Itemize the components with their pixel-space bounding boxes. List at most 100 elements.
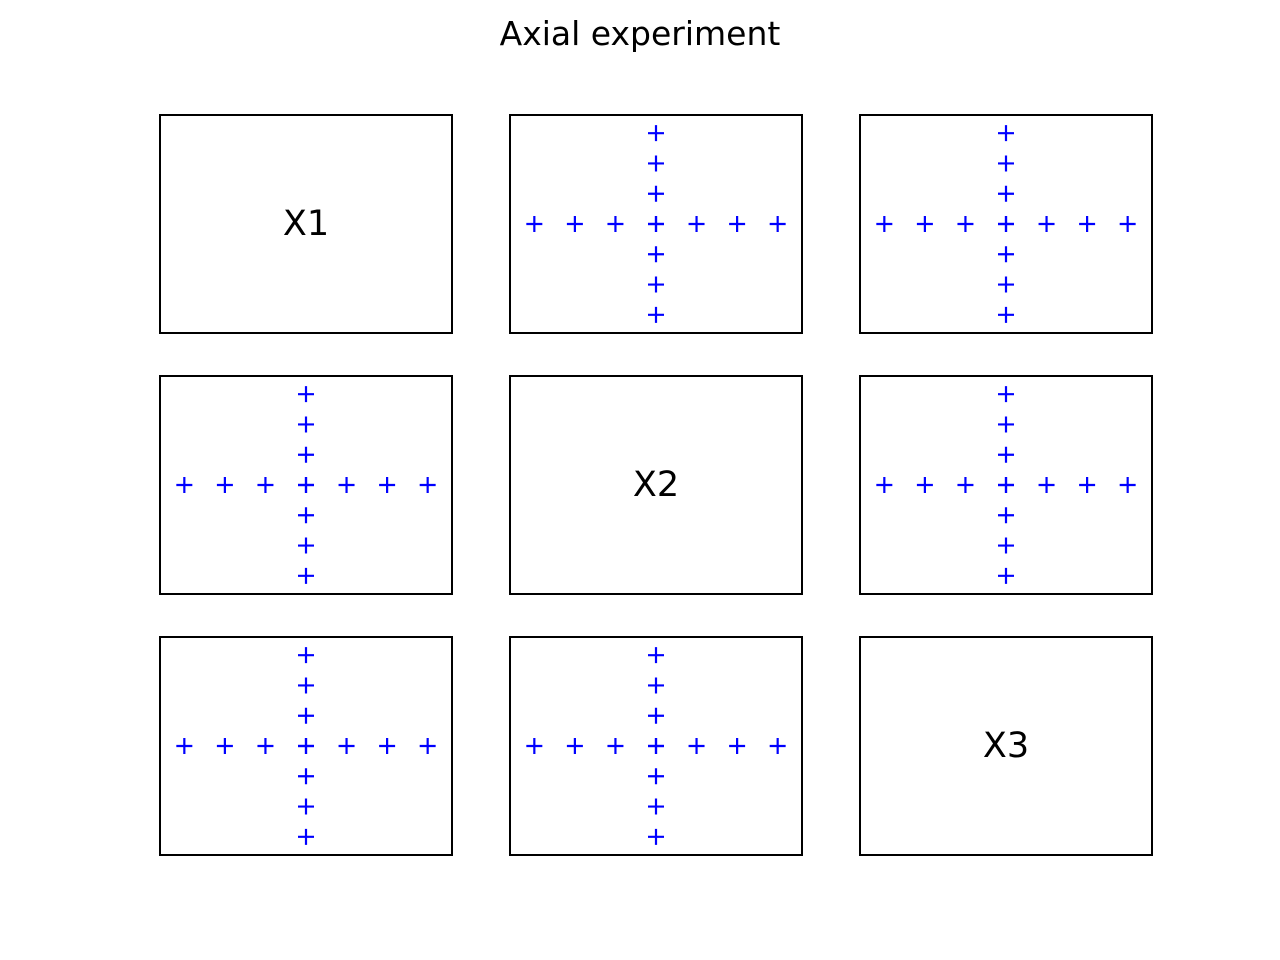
design-point-marker — [688, 738, 705, 754]
design-point-marker — [298, 798, 314, 815]
design-point-marker — [648, 768, 664, 785]
panel-frame — [859, 375, 1153, 595]
figure-title: Axial experiment — [500, 14, 781, 53]
design-point-marker — [176, 477, 193, 493]
design-point-marker — [419, 738, 436, 754]
panel-r2-c3 — [859, 375, 1153, 595]
design-point-marker — [526, 216, 543, 232]
design-point-marker — [648, 677, 664, 694]
design-point-marker — [998, 386, 1014, 403]
design-point-marker — [298, 647, 314, 664]
design-point-marker — [998, 446, 1014, 463]
design-point-marker — [1038, 477, 1055, 493]
design-point-marker — [957, 477, 974, 493]
design-point-marker — [298, 477, 314, 493]
design-point-marker — [769, 738, 786, 754]
panel-frame — [509, 636, 803, 856]
panel-r2-c2: X2 — [509, 375, 803, 595]
design-point-marker — [998, 125, 1014, 142]
panel-r1-c2 — [509, 114, 803, 334]
panel-frame — [859, 114, 1153, 334]
design-point-marker — [998, 246, 1014, 263]
design-point-marker — [1119, 477, 1136, 493]
design-point-marker — [298, 738, 314, 754]
design-point-marker — [1119, 216, 1136, 232]
design-point-marker — [916, 216, 933, 232]
design-point-marker — [176, 738, 193, 754]
design-point-marker — [998, 537, 1014, 554]
design-point-marker — [998, 507, 1014, 524]
panel-r3-c3: X3 — [859, 636, 1153, 856]
panel-r1-c3 — [859, 114, 1153, 334]
design-point-marker — [298, 446, 314, 463]
design-point-marker — [688, 216, 705, 232]
design-point-marker — [298, 416, 314, 433]
design-point-marker — [257, 738, 274, 754]
design-point-marker — [998, 216, 1014, 232]
panel-r2-c1 — [159, 375, 453, 595]
panel-grid: X1 X2 X3 — [159, 114, 1153, 856]
design-point-marker — [338, 477, 355, 493]
design-point-marker — [379, 738, 396, 754]
panel-frame — [159, 636, 453, 856]
panel-background — [510, 376, 802, 594]
design-point-marker — [298, 707, 314, 724]
variable-label-x1: X1 — [283, 204, 329, 244]
panel-frame — [509, 375, 803, 595]
design-point-marker — [957, 216, 974, 232]
panel-background — [160, 115, 452, 333]
design-point-marker — [257, 477, 274, 493]
design-point-marker — [648, 216, 664, 232]
design-point-marker — [298, 507, 314, 524]
panel-background — [860, 637, 1152, 855]
panel-r3-c1 — [159, 636, 453, 856]
design-point-marker — [648, 155, 664, 172]
panel-r3-c2 — [509, 636, 803, 856]
variable-label-x2: X2 — [633, 465, 679, 505]
design-point-marker — [648, 246, 664, 263]
design-point-marker — [998, 276, 1014, 293]
design-point-marker — [729, 216, 746, 232]
design-point-marker — [998, 416, 1014, 433]
design-point-marker — [338, 738, 355, 754]
design-point-marker — [419, 477, 436, 493]
design-point-marker — [648, 306, 664, 323]
design-point-marker — [298, 768, 314, 785]
design-point-marker — [298, 537, 314, 554]
design-point-marker — [916, 477, 933, 493]
design-point-marker — [998, 567, 1014, 584]
design-point-marker — [998, 155, 1014, 172]
design-point-marker — [607, 738, 624, 754]
design-point-marker — [298, 828, 314, 845]
design-point-marker — [298, 677, 314, 694]
design-point-marker — [998, 306, 1014, 323]
design-point-marker — [379, 477, 396, 493]
design-point-marker — [729, 738, 746, 754]
design-point-marker — [648, 647, 664, 664]
design-point-marker — [1079, 477, 1096, 493]
design-point-marker — [298, 567, 314, 584]
design-point-marker — [648, 738, 664, 754]
design-point-marker — [876, 477, 893, 493]
design-point-marker — [876, 216, 893, 232]
design-point-marker — [298, 386, 314, 403]
variable-label-x3: X3 — [983, 726, 1029, 766]
design-point-marker — [769, 216, 786, 232]
panel-frame — [159, 114, 453, 334]
design-point-marker — [998, 477, 1014, 493]
design-point-marker — [648, 185, 664, 202]
panel-r1-c1: X1 — [159, 114, 453, 334]
design-point-marker — [566, 216, 583, 232]
design-point-marker — [216, 477, 233, 493]
panel-frame — [859, 636, 1153, 856]
design-point-marker — [648, 798, 664, 815]
design-point-marker — [566, 738, 583, 754]
design-point-marker — [648, 707, 664, 724]
panel-frame — [159, 375, 453, 595]
design-point-marker — [1038, 216, 1055, 232]
design-point-marker — [526, 738, 543, 754]
design-point-marker — [998, 185, 1014, 202]
panel-frame — [509, 114, 803, 334]
design-point-marker — [607, 216, 624, 232]
